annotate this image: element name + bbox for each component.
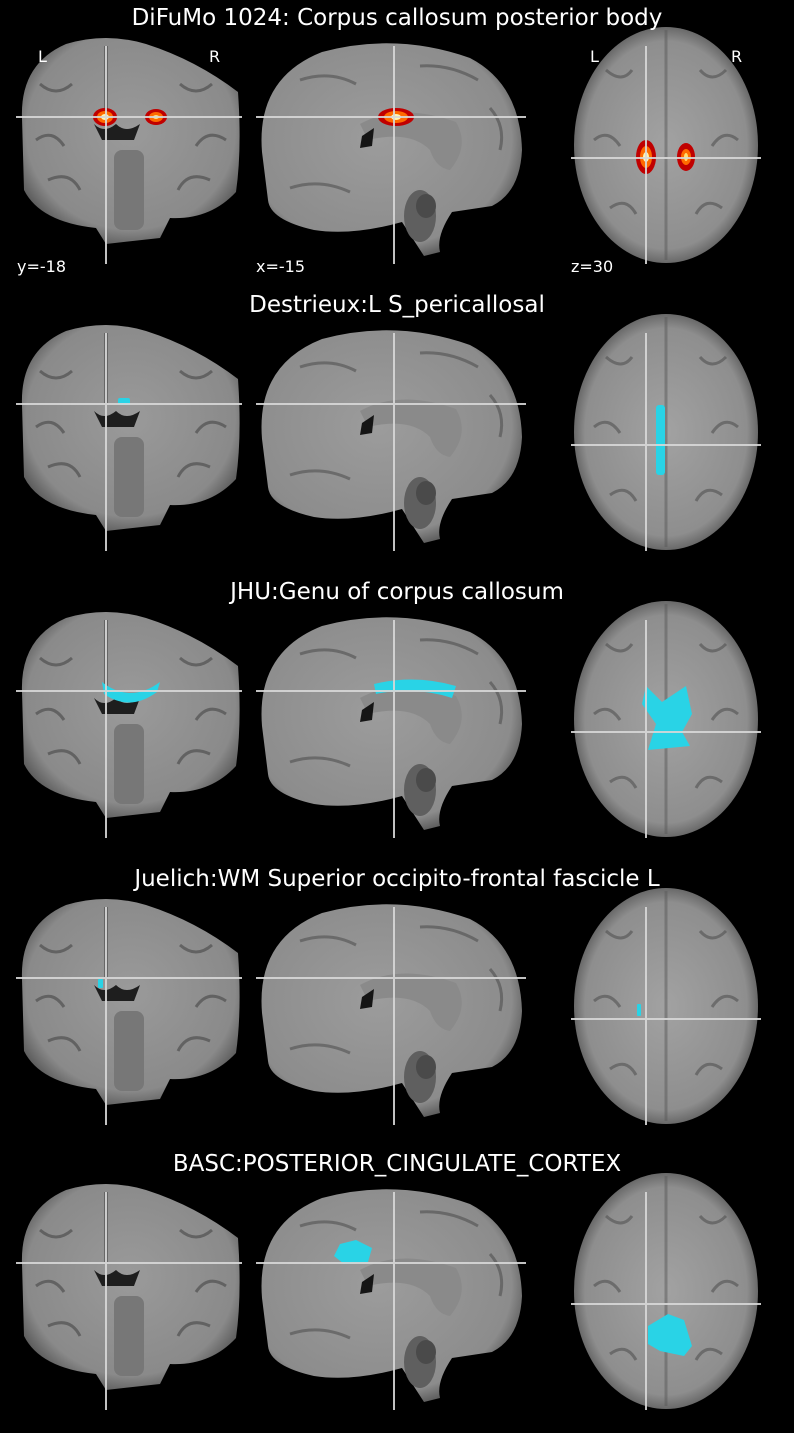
orientation-left-coronal: L (38, 47, 47, 66)
atlas-panel-jhu: JHU:Genu of corpus callosum (0, 574, 794, 861)
coronal-slice (20, 1182, 242, 1392)
brain-slices-jhu (15, 599, 762, 839)
panel-title: DiFuMo 1024: Corpus callosum posterior b… (131, 5, 663, 31)
sagittal-slice (260, 615, 524, 832)
atlas-panel-juelich: Juelich:WM Superior occipito-frontal fas… (0, 861, 794, 1148)
sagittal-slice (260, 1187, 524, 1404)
coronal-slice (20, 323, 242, 533)
region-overlay (334, 1240, 692, 1356)
axial-slice (572, 1171, 760, 1411)
panel-title: BASC:POSTERIOR_CINGULATE_CORTEX (172, 1151, 622, 1177)
axial-slice (572, 312, 760, 552)
sagittal-slice (260, 41, 524, 258)
orientation-left-axial: L (590, 47, 599, 66)
brain-slices-destrieux (15, 312, 762, 552)
coronal-slice (20, 897, 242, 1107)
axial-coordinate: z=30 (571, 257, 614, 276)
coronal-coordinate: y=-18 (17, 257, 67, 276)
atlas-panel-difumo: DiFuMo 1024: Corpus callosum posterior b… (0, 0, 794, 287)
coronal-slice (20, 610, 242, 820)
panel-title: Destrieux:L S_pericallosal (249, 292, 545, 318)
brain-slices-basc (15, 1171, 762, 1411)
panel-title: JHU:Genu of corpus callosum (230, 579, 564, 605)
atlas-panel-basc: BASC:POSTERIOR_CINGULATE_CORTEX (0, 1146, 794, 1433)
brain-slices-juelich (15, 886, 762, 1126)
sagittal-coordinate: x=-15 (256, 257, 306, 276)
atlas-panel-destrieux: Destrieux:L S_pericallosal (0, 287, 794, 574)
coronal-slice (20, 36, 242, 246)
axial-slice (572, 886, 760, 1126)
orientation-right-coronal: R (209, 47, 221, 66)
panel-title: Juelich:WM Superior occipito-frontal fas… (134, 866, 660, 892)
region-overlay (98, 979, 641, 1016)
brain-slices-difumo (15, 25, 762, 265)
orientation-right-axial: R (731, 47, 743, 66)
sagittal-slice (260, 902, 524, 1119)
sagittal-slice (260, 328, 524, 545)
